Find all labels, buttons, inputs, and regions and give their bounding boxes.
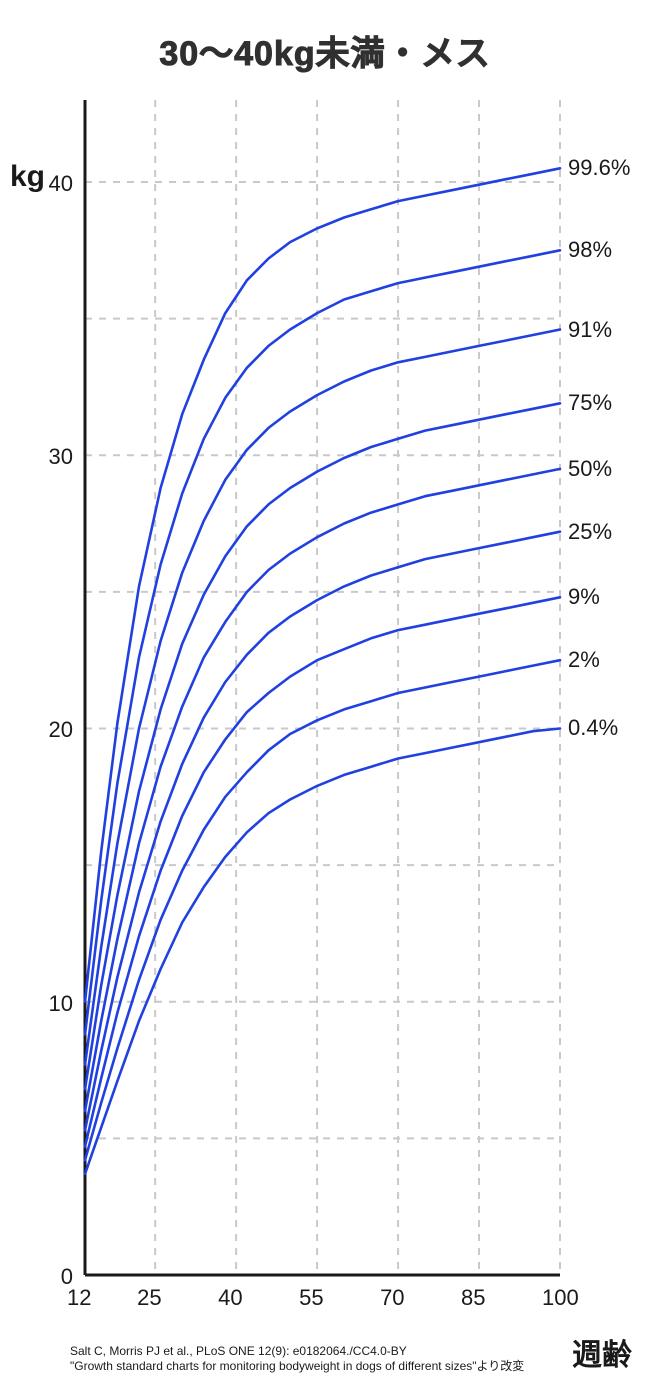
- x-tick: 40: [218, 1285, 242, 1311]
- series-end-label: 9%: [568, 584, 600, 610]
- x-tick: 100: [542, 1285, 579, 1311]
- series-end-label: 0.4%: [568, 715, 618, 741]
- x-tick: 25: [137, 1285, 161, 1311]
- chart-container: { "canvas": {"w":650,"h":1400,"bg":"#fff…: [0, 0, 650, 1400]
- series-end-label: 91%: [568, 317, 612, 343]
- y-tick: 40: [49, 171, 73, 197]
- series-end-label: 2%: [568, 647, 600, 673]
- x-tick: 70: [380, 1285, 404, 1311]
- y-tick: 0: [61, 1264, 73, 1290]
- series-end-label: 98%: [568, 237, 612, 263]
- x-tick: 55: [299, 1285, 323, 1311]
- chart-svg: [0, 0, 650, 1400]
- series-end-label: 75%: [568, 390, 612, 416]
- x-tick: 85: [461, 1285, 485, 1311]
- series-end-label: 50%: [568, 456, 612, 482]
- y-tick: 30: [49, 444, 73, 470]
- series-end-label: 99.6%: [568, 155, 630, 181]
- y-tick: 10: [49, 991, 73, 1017]
- y-tick: 20: [49, 717, 73, 743]
- series-end-label: 25%: [568, 519, 612, 545]
